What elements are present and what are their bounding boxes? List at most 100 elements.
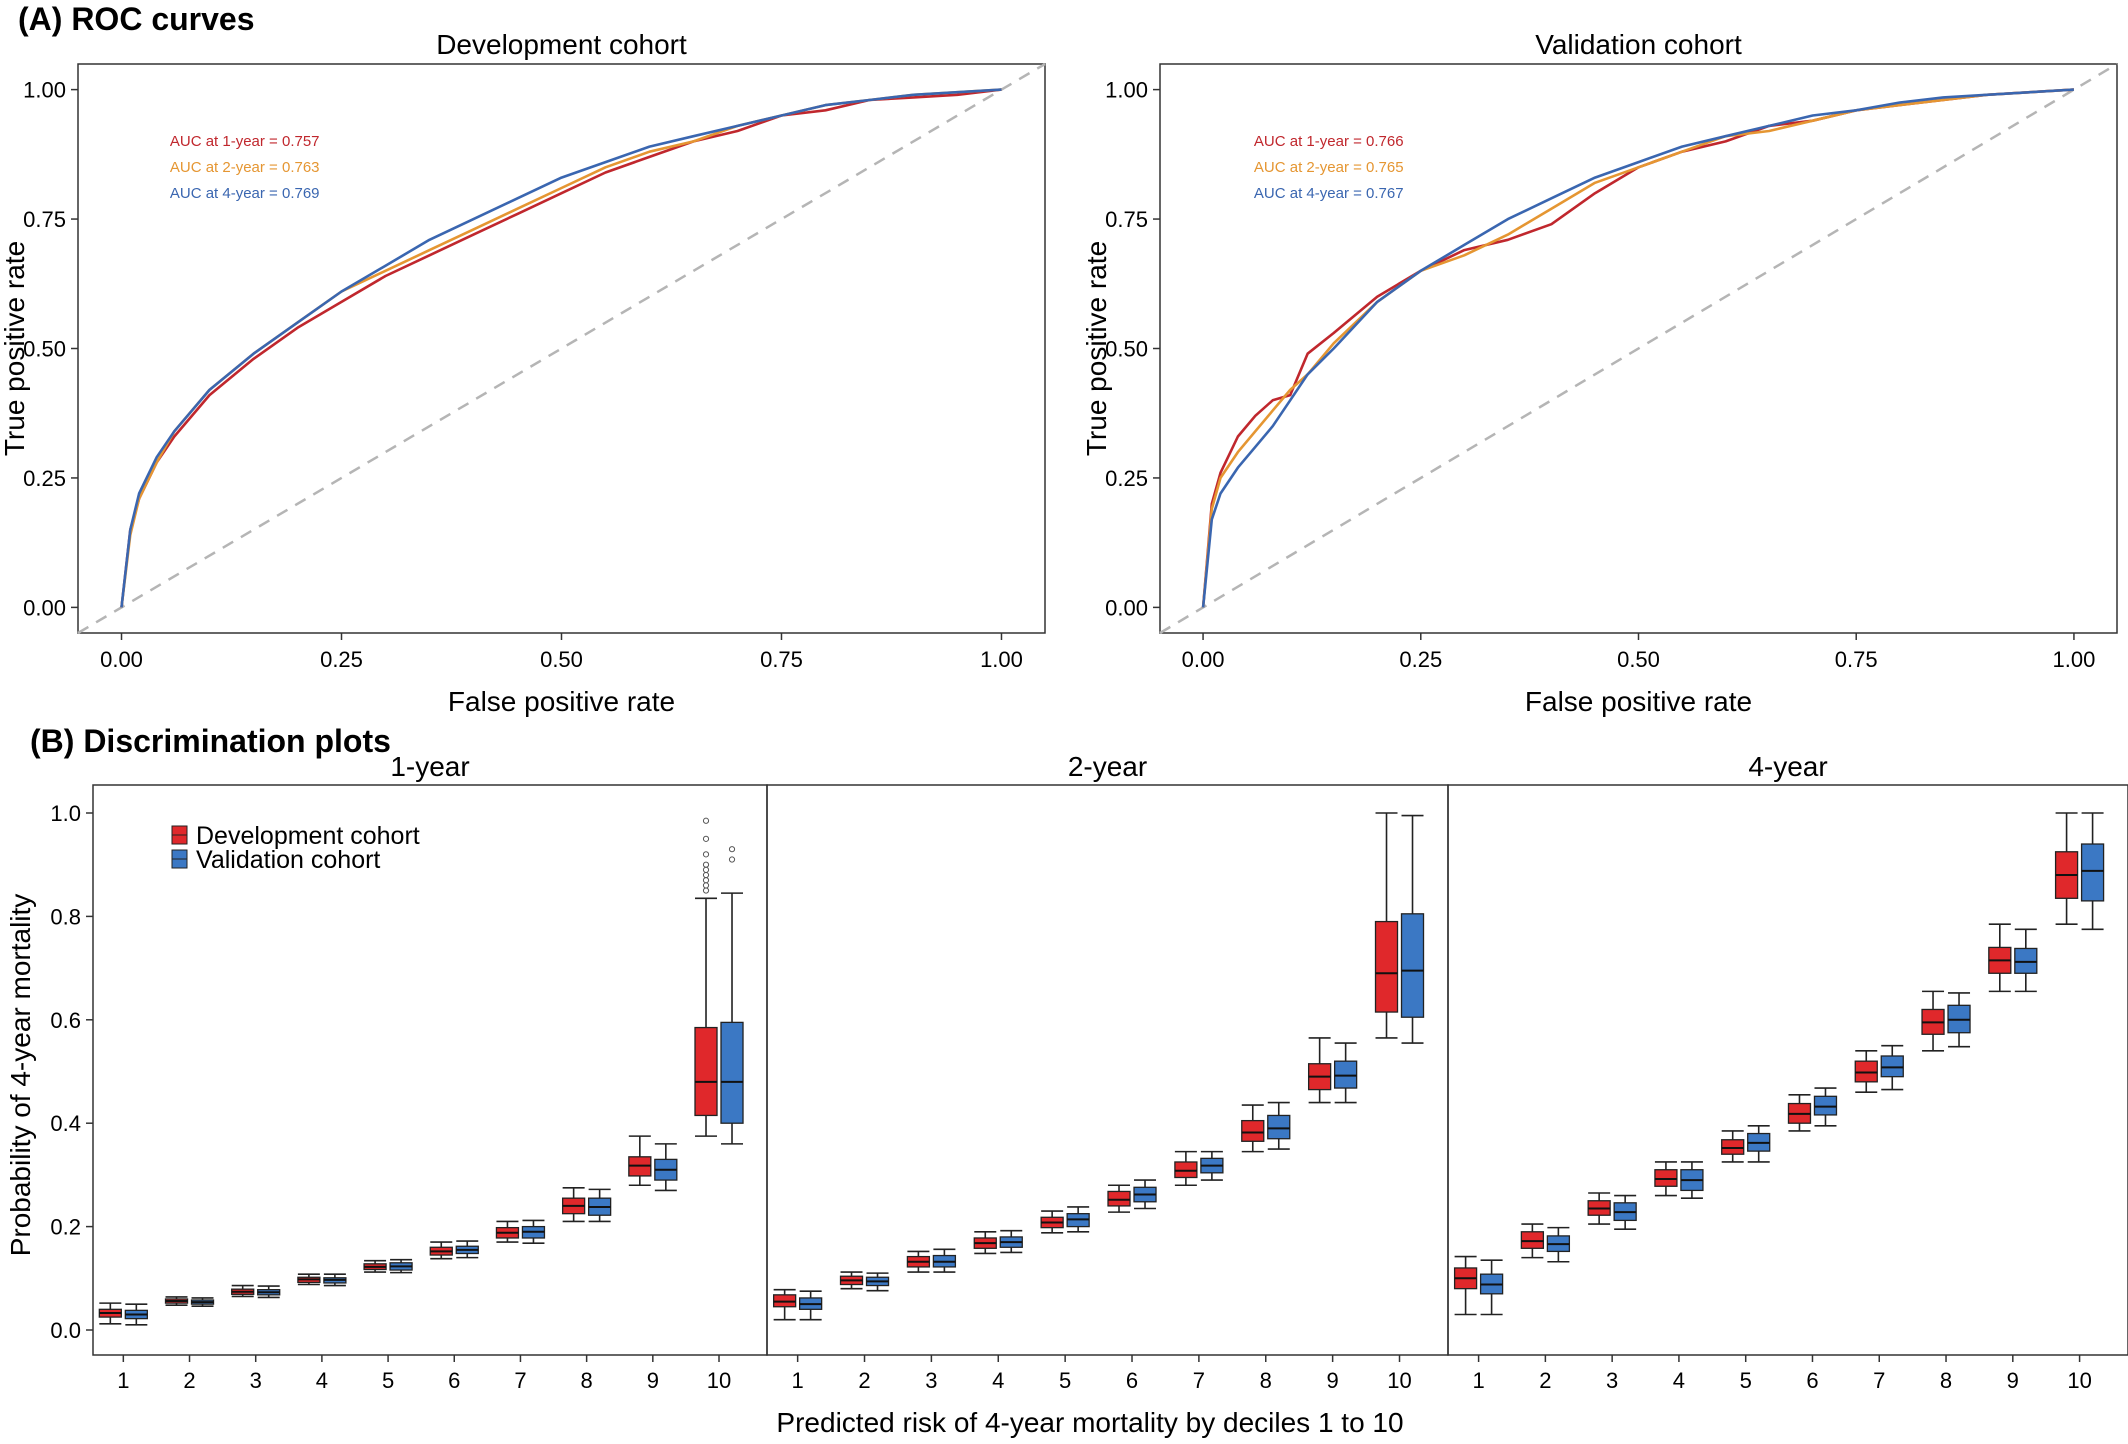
reference-diagonal — [1159, 62, 2118, 635]
box-development — [772, 1288, 797, 1321]
box-validation — [323, 1273, 347, 1287]
box-validation — [720, 846, 744, 1145]
box-validation — [1880, 1044, 1904, 1091]
box-body — [1174, 1161, 1198, 1179]
box-validation — [1133, 1179, 1157, 1210]
box-validation — [1200, 1150, 1224, 1181]
box-body — [694, 1026, 718, 1117]
y-tick-label: 0.75 — [23, 207, 66, 232]
box-body — [2080, 843, 2105, 902]
box-body — [1520, 1231, 1545, 1249]
y-tick-label: 0.0 — [50, 1318, 81, 1343]
box-validation — [865, 1272, 890, 1292]
box-development — [1374, 812, 1399, 1039]
x-tick-label: 0.75 — [1835, 647, 1878, 672]
box-development — [231, 1284, 255, 1298]
x-tick-label: 1 — [792, 1368, 804, 1393]
box-development — [1241, 1104, 1265, 1153]
box-development — [495, 1220, 520, 1243]
auc-annotation: AUC at 2-year = 0.763 — [170, 159, 320, 176]
box-development — [1174, 1150, 1198, 1187]
box-body — [1654, 1169, 1678, 1187]
box-development — [98, 1302, 122, 1325]
box-body — [1721, 1139, 1745, 1155]
x-tick-label: 6 — [448, 1368, 460, 1393]
outlier-point — [702, 882, 710, 889]
x-axis-title: False positive rate — [448, 686, 675, 717]
roc-curve-2-year — [1201, 88, 2074, 608]
box-validation — [1947, 992, 1971, 1048]
box-validation — [798, 1290, 823, 1321]
section-b-title: (B) Discrimination plots — [30, 723, 391, 759]
box-development — [1040, 1210, 1064, 1234]
auc-annotation: AUC at 4-year = 0.767 — [1254, 185, 1404, 202]
roc-curve-4-year — [120, 88, 1002, 608]
box-validation — [1680, 1161, 1704, 1199]
box-development — [1921, 990, 1945, 1052]
x-tick-label: 7 — [1193, 1368, 1205, 1393]
box-development — [628, 1135, 652, 1187]
x-tick-label: 9 — [1327, 1368, 1339, 1393]
auc-annotation: AUC at 1-year = 0.766 — [1254, 133, 1404, 150]
box-development — [839, 1271, 864, 1290]
box-validation — [1546, 1226, 1571, 1263]
box-validation — [1400, 814, 1425, 1044]
legend-label: Validation cohort — [196, 846, 380, 874]
x-tick-label: 1.00 — [2053, 647, 2096, 672]
y-tick-label: 1.0 — [50, 801, 81, 826]
box-development — [1453, 1255, 1478, 1316]
outlier-point — [702, 861, 710, 868]
x-tick-label: 5 — [382, 1368, 394, 1393]
box-development — [1520, 1223, 1545, 1259]
outlier-point — [702, 871, 710, 879]
x-tick-label: 10 — [1387, 1368, 1411, 1393]
x-tick-label: 6 — [1126, 1368, 1138, 1393]
plot-title: 1-year — [390, 751, 469, 782]
x-tick-label: 8 — [1940, 1368, 1952, 1393]
legend-label: Development cohort — [196, 822, 420, 850]
box-body — [1400, 913, 1425, 1018]
box-development — [363, 1259, 387, 1273]
x-tick-label: 6 — [1806, 1368, 1818, 1393]
y-tick-label: 0.4 — [50, 1111, 81, 1136]
box-validation — [999, 1229, 1023, 1254]
outlier-point — [702, 866, 710, 873]
box-development — [1854, 1050, 1878, 1093]
box-body — [720, 1021, 744, 1124]
x-tick-label: 1.00 — [980, 647, 1023, 672]
x-tick-label: 9 — [647, 1368, 659, 1393]
outlier-point — [702, 851, 710, 858]
box-development — [1787, 1093, 1812, 1132]
x-tick-label: 7 — [1873, 1368, 1885, 1393]
auc-annotation: AUC at 4-year = 0.769 — [170, 185, 320, 202]
outlier-point — [702, 877, 710, 884]
box-validation — [455, 1240, 479, 1259]
box-development — [906, 1250, 931, 1273]
box-validation — [1479, 1259, 1504, 1316]
outlier-point — [728, 856, 736, 863]
y-tick-label: 0.25 — [1105, 466, 1148, 491]
box-validation — [2080, 812, 2105, 931]
discrimination-panel-1-year: 1-year 1 2 3 4 5 6 7 8 9 10 0.0 0.2 0.4 0.6 0.8 1.0 Devel… — [50, 751, 768, 1393]
y-tick-label: 1.00 — [23, 78, 66, 103]
x-tick-label: 0.50 — [1617, 647, 1660, 672]
x-tick-label: 3 — [925, 1368, 937, 1393]
discrimination-panel-2-year: 2-year 1 2 3 4 5 6 7 8 9 10 — [766, 751, 1449, 1393]
box-development — [1107, 1184, 1131, 1213]
plot-frame — [1447, 784, 2128, 1356]
x-tick-label: 0.00 — [100, 647, 143, 672]
box-body — [2014, 947, 2038, 974]
x-tick-label: 4 — [1673, 1368, 1685, 1393]
box-validation — [932, 1248, 957, 1273]
box-body — [1267, 1114, 1291, 1140]
x-tick-label: 4 — [992, 1368, 1004, 1393]
x-tick-label: 2 — [1539, 1368, 1551, 1393]
x-tick-label: 4 — [316, 1368, 328, 1393]
x-tick-label: 3 — [250, 1368, 262, 1393]
box-development — [1587, 1192, 1611, 1225]
x-tick-label: 1 — [117, 1368, 129, 1393]
roc-panel-development: Development cohort 0.00 0.00 0.25 0.25 0.50 0.… — [0, 29, 1046, 717]
outlier-point — [702, 817, 710, 824]
y-tick-label: 0.25 — [23, 466, 66, 491]
